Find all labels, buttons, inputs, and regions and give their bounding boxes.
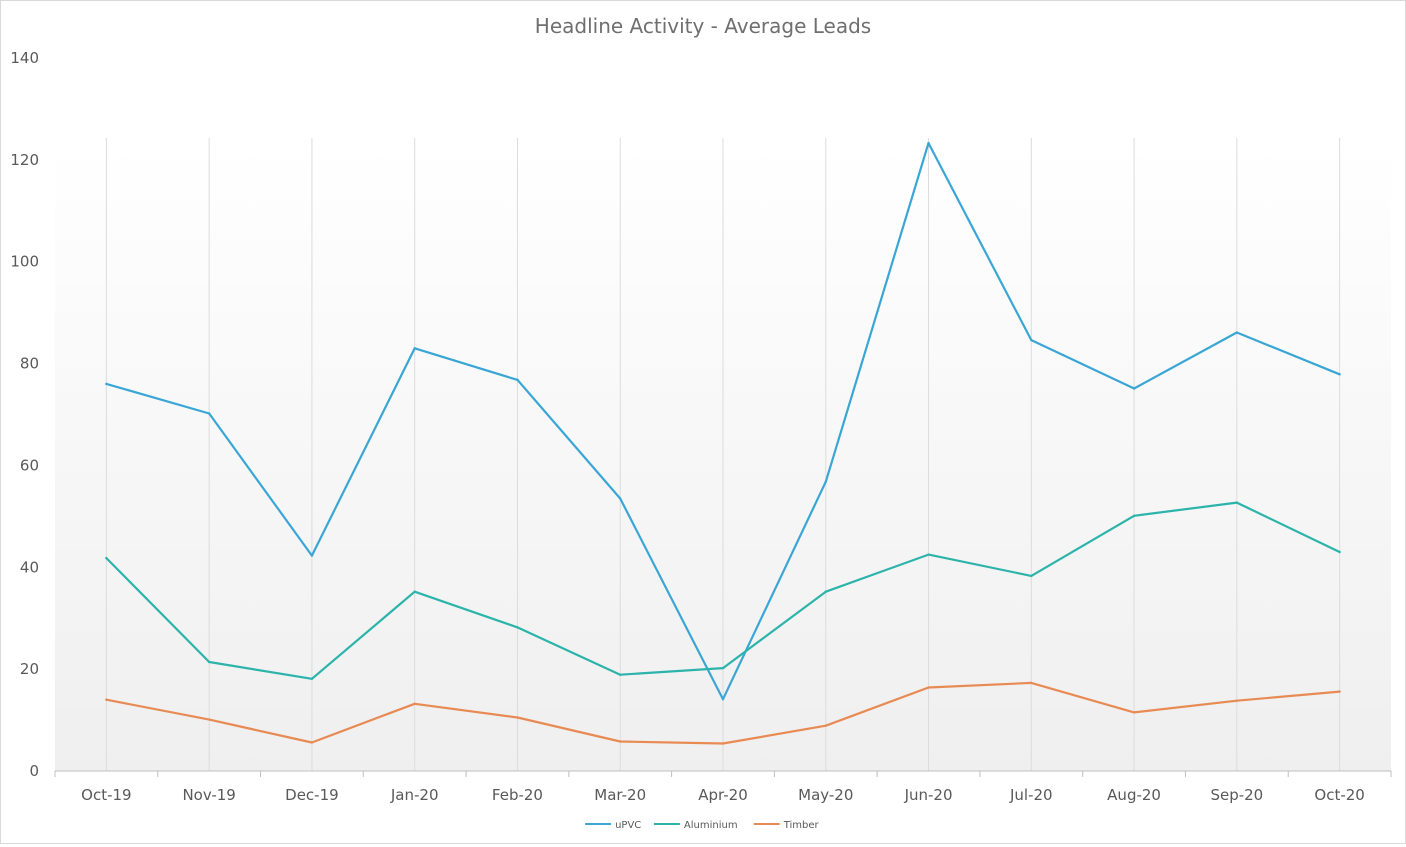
data-point [105,382,108,386]
data-point [1338,550,1341,554]
data-point [516,716,519,719]
data-point [413,590,416,593]
data-point [1030,574,1033,578]
data-point [516,378,519,382]
data-point [105,556,108,560]
x-tick-label: Oct-19 [81,786,131,804]
data-point [1338,373,1341,376]
x-tick-label: Jun-20 [904,786,953,804]
data-point [310,741,314,744]
data-point [824,724,827,727]
data-point [207,718,211,721]
x-tick-label: Mar-20 [594,786,646,804]
y-tick-label: 40 [20,558,39,576]
y-tick-label: 60 [20,456,39,474]
data-point [824,480,827,483]
legend-label: Aluminium [684,820,738,831]
x-tick-label: Jan-20 [390,786,439,804]
data-point [619,673,622,676]
data-point [1338,690,1341,693]
series-lines [105,141,1341,745]
x-tick-label: Oct-20 [1314,786,1364,804]
y-tick-label: 140 [10,49,39,67]
data-point [721,697,725,701]
data-point [1030,681,1033,685]
x-tick-label: Feb-20 [492,786,543,804]
data-point [927,553,930,556]
y-tick-label: 100 [10,253,39,271]
x-tick-label: Sep-20 [1210,786,1263,804]
x-tick-label: May-20 [798,786,853,804]
data-point [721,742,725,745]
data-point [1235,331,1239,334]
data-point [1235,699,1239,702]
data-point [207,660,211,664]
y-tick-label: 80 [20,355,39,373]
legend-item-timber: Timber [753,820,820,831]
y-tick-label: 20 [20,660,39,678]
legend-label: Timber [783,820,820,831]
data-point [1132,514,1136,518]
legend: uPVC Aluminium Timber [585,820,820,831]
data-point [1132,711,1136,714]
data-point [619,740,622,743]
x-tick-label: Nov-19 [182,786,235,804]
data-point [413,347,416,350]
data-point [413,702,416,705]
data-point [310,677,314,681]
x-tick-label: Apr-20 [698,786,748,804]
chart-title: Headline Activity - Average Leads [535,14,871,38]
data-point [1030,338,1033,342]
y-axis: 0 20 40 60 80 100 120 140 [10,49,39,780]
data-point [824,590,827,593]
legend-item-upvc: uPVC [585,820,641,831]
data-point [1132,387,1136,390]
data-point [207,412,211,415]
data-point [105,698,108,701]
y-tick-label: 120 [10,151,39,169]
data-point [927,686,930,689]
gridlines [105,138,1341,771]
legend-label: uPVC [615,820,641,831]
data-point [927,141,930,145]
data-point [516,626,519,629]
data-point [721,666,725,670]
x-axis: Oct-19 Nov-19 Dec-19 Jan-20 Feb-20 Mar-20 Apr-… [54,770,1392,804]
legend-item-aluminium: Aluminium [653,820,738,831]
x-tick-label: Aug-20 [1107,786,1161,804]
x-tick-label: Jul-20 [1009,786,1053,804]
x-tick-label: Dec-19 [285,786,339,804]
y-tick-label: 0 [29,762,39,780]
data-point [1235,501,1239,504]
data-point [619,497,622,500]
data-point [310,554,314,557]
